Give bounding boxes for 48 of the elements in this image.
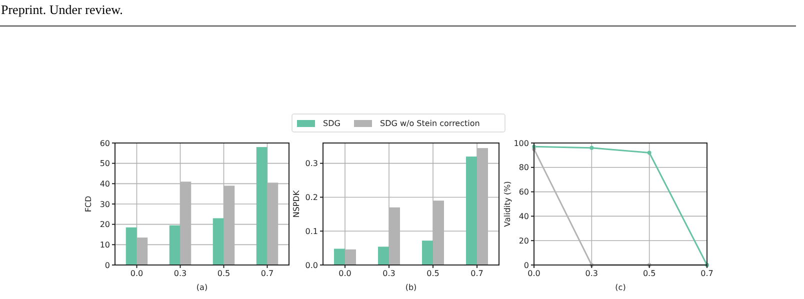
text: Preprint. Under review.	[1, 2, 123, 17]
y-tick-label: 0.0	[305, 260, 318, 270]
y-tick-label: 40	[518, 212, 529, 221]
y-tick-label: 50	[100, 159, 110, 168]
point	[647, 150, 652, 155]
point	[590, 146, 594, 150]
legend-label: SDG	[323, 118, 340, 128]
x-tick-label: 0.0	[338, 269, 352, 278]
y-axis-title: Validity (%)	[503, 181, 512, 227]
legend-label: SDG w/o Stein correction	[380, 118, 480, 128]
y-axis-title: NSPDK	[292, 190, 301, 218]
x-axis-title: (a)	[196, 283, 208, 292]
bar	[256, 147, 268, 265]
y-tick-label: 100	[514, 138, 529, 148]
y-tick-label: 0	[104, 260, 110, 270]
y-tick-label: 80	[518, 163, 529, 172]
x-axis-title: (b)	[405, 283, 417, 292]
x-tick-label: 0.0	[130, 269, 144, 278]
y-tick-label: 0	[524, 260, 529, 270]
bar	[169, 225, 180, 265]
y-tick-label: 30	[100, 200, 110, 209]
x-tick-label: 0.7	[470, 269, 484, 278]
bar	[212, 218, 224, 265]
x-tick-label: 0.3	[174, 269, 187, 278]
x-tick-label: 0.3	[585, 269, 598, 278]
y-axis-title: FCD	[84, 196, 93, 212]
y-tick-label: 0.3	[305, 159, 318, 168]
x-tick-label: 0.7	[700, 269, 714, 278]
x-tick-label: 0.5	[217, 269, 230, 278]
bar	[126, 227, 137, 265]
y-tick-label: 0.1	[305, 226, 318, 236]
x-tick-label: 0.3	[382, 269, 396, 278]
y-tick-label: 20	[100, 220, 110, 230]
y-tick-label: 60	[100, 138, 110, 148]
y-tick-label: 60	[518, 188, 529, 197]
y-tick-label: 10	[100, 240, 110, 250]
x-tick-label: 0.5	[642, 269, 656, 278]
x-tick-label: 0.7	[260, 269, 274, 278]
y-tick-label: 40	[100, 179, 110, 188]
x-tick-label: 0.5	[426, 269, 440, 278]
x-axis-title: (c)	[615, 283, 626, 292]
bar	[334, 248, 345, 265]
y-tick-label: 20	[518, 236, 529, 246]
x-tick-label: 0.0	[528, 269, 540, 278]
bar	[378, 246, 389, 265]
y-tick-label: 0.2	[305, 193, 318, 202]
bar	[422, 240, 433, 265]
bar	[466, 156, 477, 265]
